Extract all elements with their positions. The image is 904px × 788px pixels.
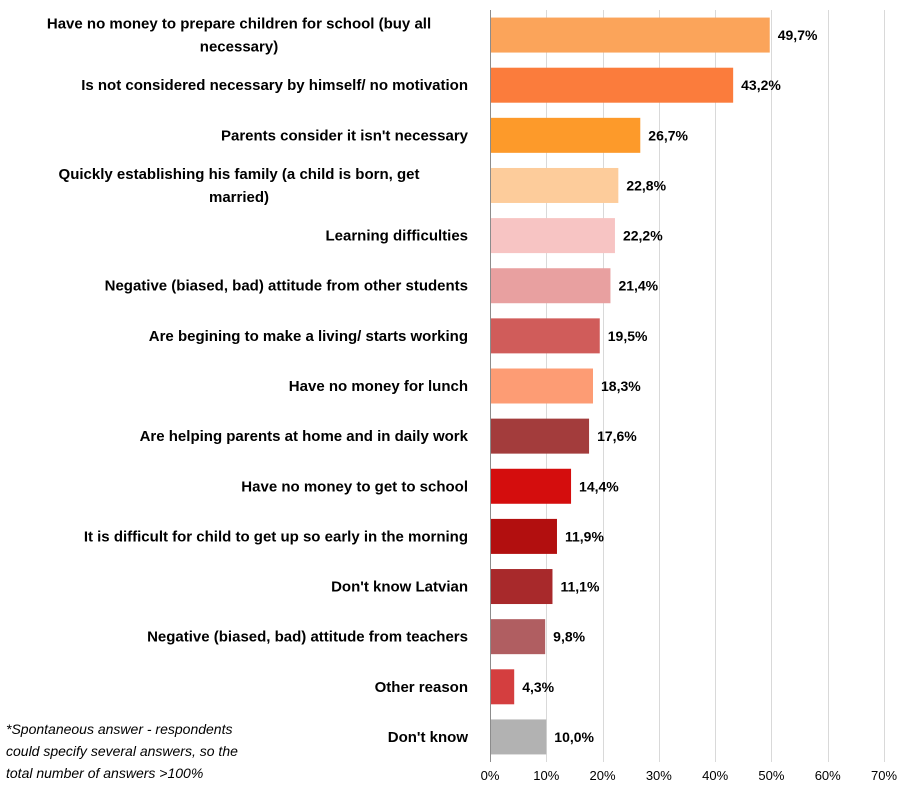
category-labels: Have no money to prepare children for sc… [47, 16, 469, 746]
x-tick-label: 10% [533, 768, 559, 783]
category-label-line: Don't know [388, 729, 469, 746]
value-label: 19,5% [608, 328, 648, 344]
category-label: Don't know Latvian [331, 579, 468, 596]
value-label: 22,2% [623, 228, 663, 244]
value-label: 17,6% [597, 428, 637, 444]
bar [491, 318, 600, 354]
value-label: 22,8% [626, 177, 666, 193]
category-label: Have no money to prepare children for sc… [47, 16, 431, 56]
category-label: Is not considered necessary by himself/ … [81, 77, 468, 94]
category-label: Quickly establishing his family (a child… [59, 166, 420, 206]
x-axis-ticks: 0% 10% 20% 30% 40% 50% 60% 70% [481, 768, 898, 783]
value-label: 26,7% [648, 127, 688, 143]
bar [491, 117, 641, 153]
bar [491, 569, 553, 605]
category-label: Have no money for lunch [289, 378, 468, 395]
value-label: 4,3% [522, 679, 554, 695]
footnote: *Spontaneous answer - respondents could … [6, 718, 306, 784]
category-label-line: Other reason [375, 679, 468, 696]
bar [491, 719, 547, 755]
category-label: Learning difficulties [325, 228, 468, 245]
value-label: 11,9% [565, 528, 604, 544]
category-label: Other reason [375, 679, 468, 696]
x-tick-label: 70% [871, 768, 897, 783]
bar [491, 368, 594, 404]
bar [491, 268, 611, 304]
value-label: 9,8% [553, 629, 585, 645]
category-label: Don't know [388, 729, 469, 746]
value-label: 18,3% [601, 378, 641, 394]
category-label-line: Quickly establishing his family (a child… [59, 166, 420, 183]
bars [491, 17, 770, 755]
category-label: Are helping parents at home and in daily… [140, 428, 469, 445]
category-label-line: necessary) [200, 39, 278, 56]
value-label: 43,2% [741, 77, 781, 93]
category-label-line: Learning difficulties [325, 228, 468, 245]
category-label-line: Negative (biased, bad) attitude from tea… [147, 629, 468, 646]
category-label-line: Have no money to prepare children for sc… [47, 16, 431, 33]
value-labels: 49,7% 43,2% 26,7% 22,8% 22,2% 21,4% 19,5% 18,3%… [522, 27, 818, 745]
category-label-line: Negative (biased, bad) attitude from oth… [105, 278, 468, 295]
category-label-line: Parents consider it isn't necessary [221, 127, 469, 144]
category-label-line: Don't know Latvian [331, 579, 468, 596]
footnote-line: total number of answers >100% [6, 765, 204, 781]
bar [491, 17, 770, 53]
x-tick-label: 0% [481, 768, 500, 783]
value-label: 49,7% [778, 27, 818, 43]
value-label: 21,4% [618, 278, 658, 294]
x-tick-label: 40% [702, 768, 728, 783]
footnote-line: could specify several answers, so the [6, 743, 238, 759]
bar [491, 418, 590, 454]
category-label-line: It is difficult for child to get up so e… [84, 528, 468, 545]
category-label: Negative (biased, bad) attitude from tea… [147, 629, 468, 646]
bar [491, 669, 515, 705]
value-label: 14,4% [579, 478, 619, 494]
category-label: Are begining to make a living/ starts wo… [149, 328, 468, 345]
bar [491, 518, 557, 554]
x-tick-label: 30% [646, 768, 672, 783]
category-label-line: Have no money for lunch [289, 378, 468, 395]
x-tick-label: 60% [815, 768, 841, 783]
x-tick-label: 20% [590, 768, 616, 783]
value-label: 11,1% [560, 579, 599, 595]
category-label: Parents consider it isn't necessary [221, 127, 469, 144]
category-label: Negative (biased, bad) attitude from oth… [105, 278, 468, 295]
category-label-line: Are helping parents at home and in daily… [140, 428, 469, 445]
footnote-line: *Spontaneous answer - respondents [6, 721, 233, 737]
category-label: It is difficult for child to get up so e… [84, 528, 468, 545]
bar [491, 468, 572, 504]
category-label: Have no money to get to school [241, 478, 468, 495]
x-tick-label: 50% [758, 768, 784, 783]
bar [491, 619, 546, 655]
value-label: 10,0% [554, 729, 594, 745]
bar [491, 218, 615, 254]
bar [491, 167, 619, 203]
category-label-line: Is not considered necessary by himself/ … [81, 77, 468, 94]
bar [491, 67, 734, 103]
category-label-line: Have no money to get to school [241, 478, 468, 495]
category-label-line: married) [209, 189, 269, 206]
category-label-line: Are begining to make a living/ starts wo… [149, 328, 468, 345]
